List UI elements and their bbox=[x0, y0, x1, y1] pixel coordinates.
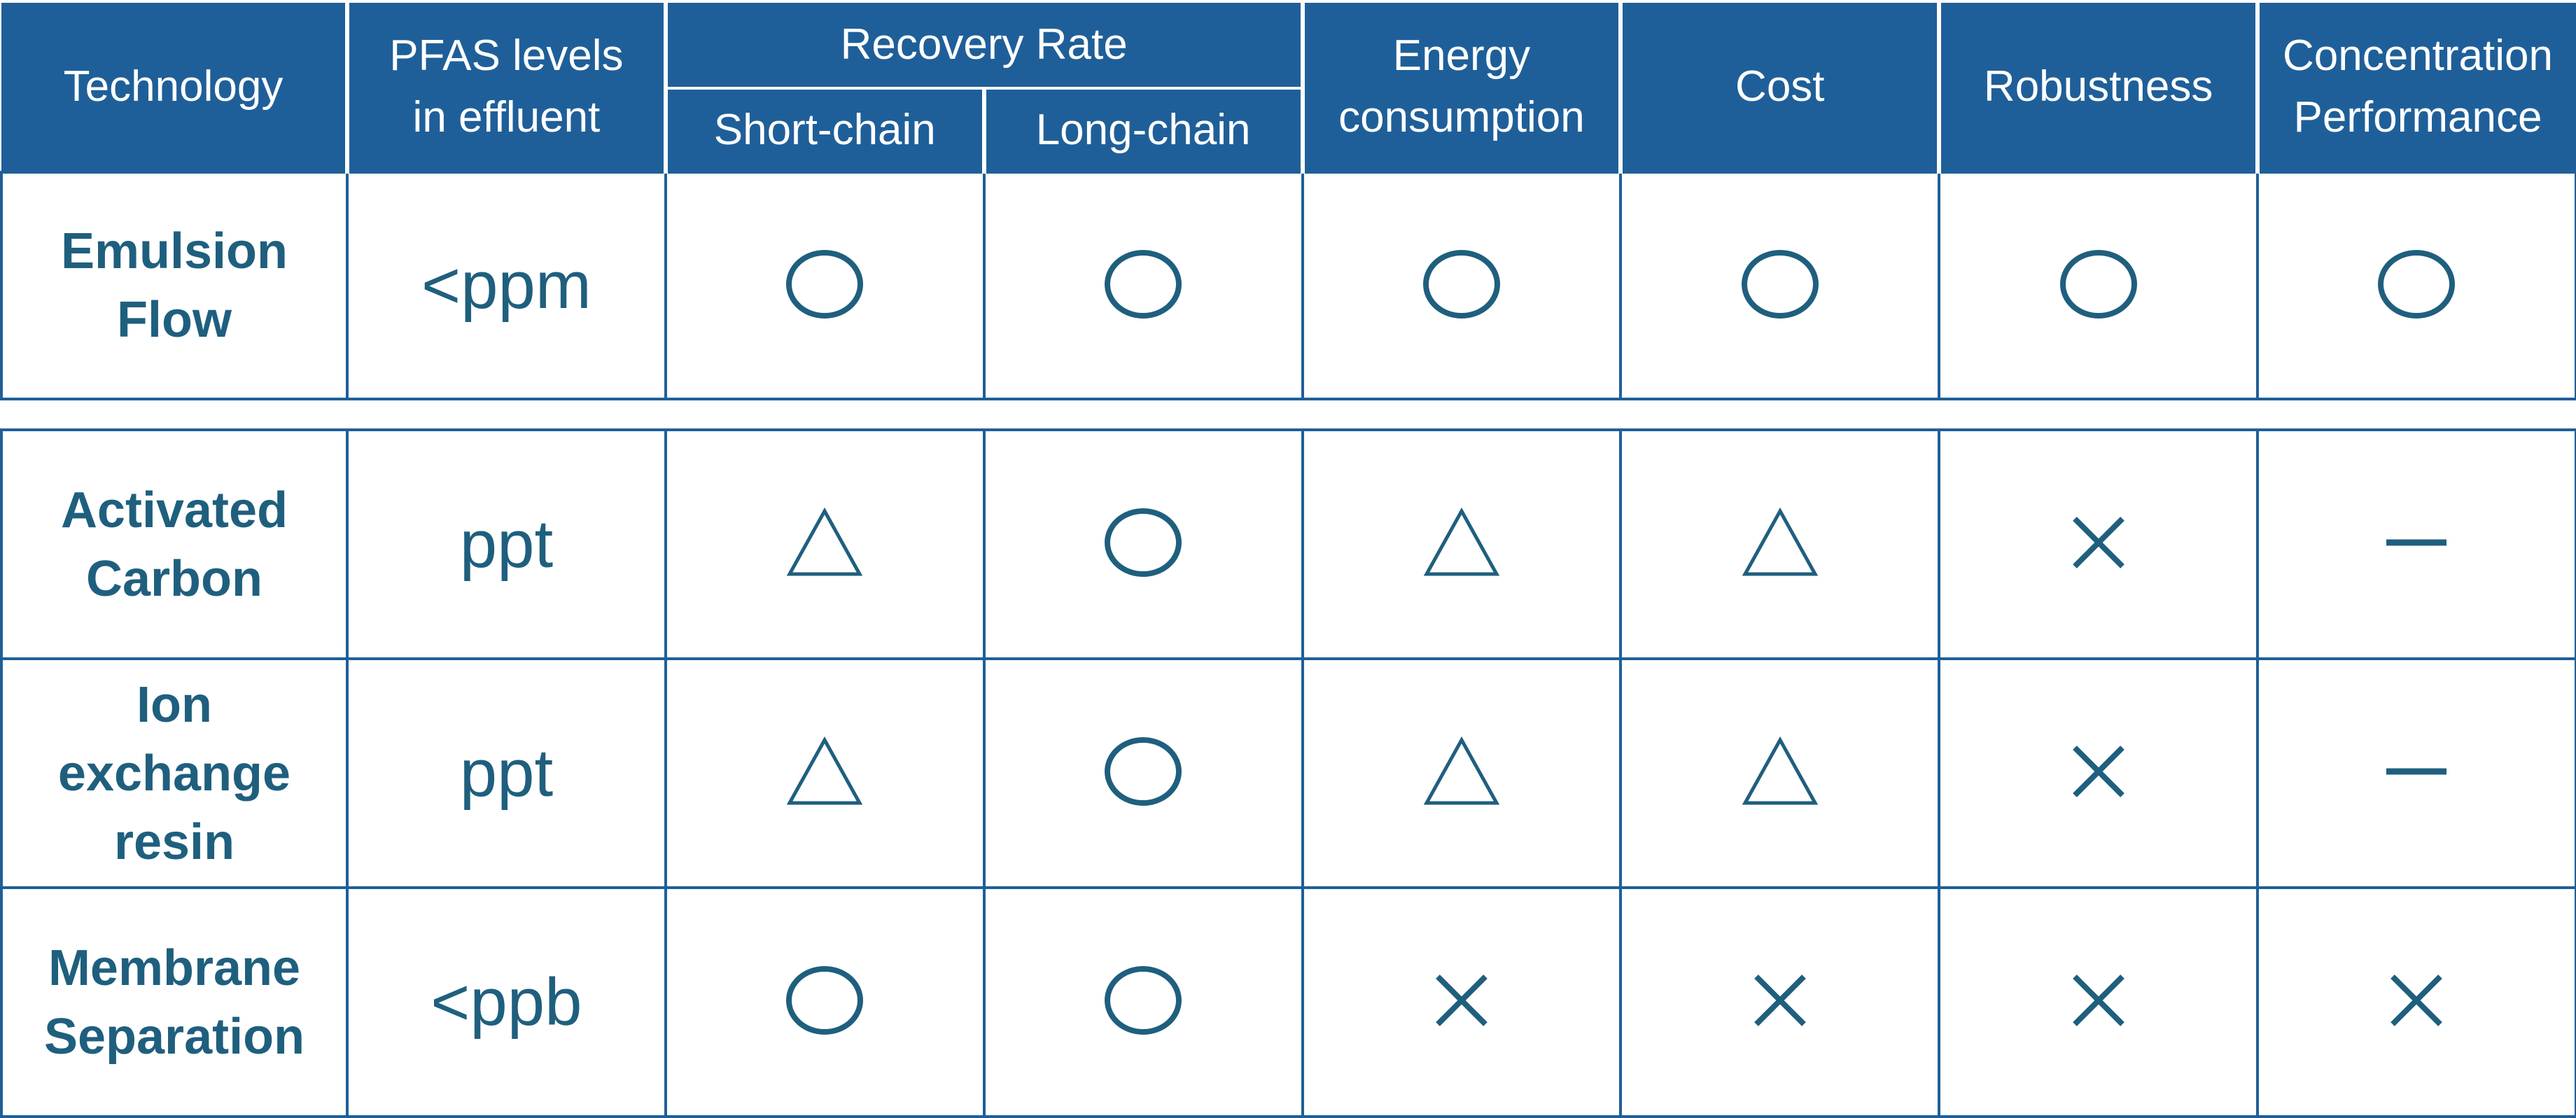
dash-icon bbox=[2385, 536, 2448, 553]
rating-cell bbox=[982, 657, 1304, 889]
pfas-level-cell: <ppm bbox=[346, 171, 667, 400]
table-row: Activated Carbon ppt bbox=[0, 428, 2576, 660]
triangle-icon bbox=[785, 507, 864, 582]
header-short-chain: Short-chain bbox=[663, 88, 986, 172]
comparison-table-header: Technology PFAS levels in effluent Recov… bbox=[0, 3, 2576, 400]
table-row: Membrane Separation <ppb bbox=[0, 886, 2576, 1118]
circle-icon bbox=[1104, 249, 1182, 323]
circle-icon bbox=[1104, 508, 1182, 581]
technology-cell: Membrane Separation bbox=[0, 886, 349, 1118]
table-row: Ion exchange resin ppt bbox=[0, 657, 2576, 889]
pfas-level-cell: ppt bbox=[346, 657, 667, 889]
cross-icon bbox=[2071, 515, 2127, 574]
rating-cell bbox=[664, 171, 986, 400]
cross-icon bbox=[2071, 743, 2127, 803]
cross-icon bbox=[1434, 972, 1490, 1032]
circle-icon bbox=[1422, 249, 1501, 323]
rating-cell bbox=[1619, 886, 1941, 1118]
rating-cell bbox=[1619, 657, 1941, 889]
rating-cell bbox=[1619, 428, 1941, 660]
rating-cell bbox=[664, 428, 986, 660]
rating-cell bbox=[982, 171, 1304, 400]
dash-icon bbox=[2385, 764, 2448, 782]
cross-icon bbox=[2071, 972, 2127, 1032]
rating-cell bbox=[664, 657, 986, 889]
pfas-level-cell: ppt bbox=[346, 428, 667, 660]
pfas-level-cell: <ppb bbox=[346, 886, 667, 1118]
header-cost: Cost bbox=[1618, 3, 1942, 172]
triangle-icon bbox=[1422, 507, 1501, 582]
header-pfas-levels: PFAS levels in effluent bbox=[345, 3, 668, 172]
rating-cell bbox=[2256, 171, 2576, 400]
header-long-chain: Long-chain bbox=[981, 88, 1305, 172]
cross-icon bbox=[1752, 972, 1808, 1032]
table-row: Emulsion Flow <ppm bbox=[0, 171, 2576, 400]
header-energy: Energy consumption bbox=[1300, 3, 1623, 172]
rating-cell bbox=[982, 886, 1304, 1118]
technology-cell: Emulsion Flow bbox=[0, 171, 349, 400]
rating-cell bbox=[1938, 428, 2260, 660]
triangle-icon bbox=[1741, 507, 1819, 582]
rating-cell bbox=[1938, 171, 2260, 400]
header-concentration: Concentration Performance bbox=[2255, 3, 2576, 172]
technology-cell: Ion exchange resin bbox=[0, 657, 349, 889]
rating-cell bbox=[1938, 886, 2260, 1118]
triangle-icon bbox=[785, 736, 864, 811]
rating-cell bbox=[982, 428, 1304, 660]
rating-cell bbox=[1301, 171, 1623, 400]
rating-cell bbox=[664, 886, 986, 1118]
rating-cell bbox=[2256, 428, 2576, 660]
circle-icon bbox=[1741, 249, 1819, 323]
cross-icon bbox=[2388, 972, 2444, 1032]
rating-cell bbox=[1938, 657, 2260, 889]
circle-icon bbox=[1104, 965, 1182, 1039]
rating-cell bbox=[2256, 657, 2576, 889]
circle-icon bbox=[785, 249, 864, 323]
rating-cell bbox=[1301, 886, 1623, 1118]
triangle-icon bbox=[1741, 736, 1819, 811]
rating-cell bbox=[1301, 657, 1623, 889]
header-robustness: Robustness bbox=[1937, 3, 2260, 172]
rating-cell bbox=[1301, 428, 1623, 660]
triangle-icon bbox=[1422, 736, 1501, 811]
header-technology: Technology bbox=[1, 3, 349, 172]
circle-icon bbox=[1104, 736, 1182, 810]
circle-icon bbox=[785, 965, 864, 1039]
comparison-table-body: Activated Carbon ppt Ion exchange resin pp… bbox=[0, 428, 2576, 1118]
circle-icon bbox=[2377, 249, 2456, 323]
circle-icon bbox=[2059, 249, 2138, 323]
rating-cell bbox=[2256, 886, 2576, 1118]
rating-cell bbox=[1619, 171, 1941, 400]
technology-cell: Activated Carbon bbox=[0, 428, 349, 660]
header-recovery-rate: Recovery Rate bbox=[663, 3, 1305, 90]
